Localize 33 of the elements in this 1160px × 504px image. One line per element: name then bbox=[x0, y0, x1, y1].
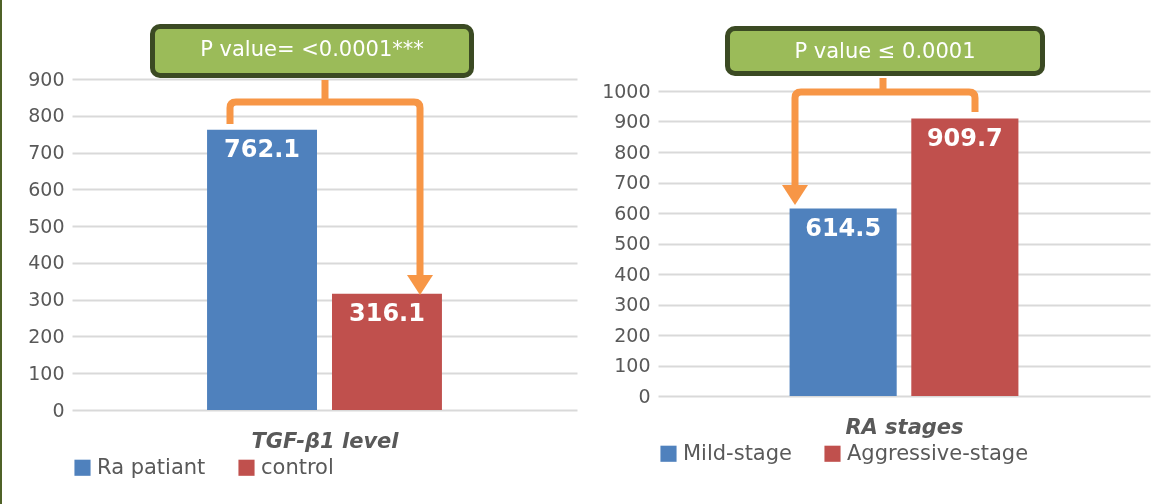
x-axis-title: TGF-β1 level bbox=[251, 428, 400, 453]
y-tick-label: 300 bbox=[614, 293, 651, 315]
x-axis-title: RA stages bbox=[845, 414, 964, 439]
y-tick-label: 100 bbox=[28, 361, 65, 384]
y-tick-label: 1000 bbox=[602, 79, 651, 102]
y-tick-label: 0 bbox=[638, 384, 651, 407]
y-tick-label: 400 bbox=[614, 262, 651, 285]
data-label: 614.5 bbox=[805, 213, 882, 242]
text: P value= <0.0001*** bbox=[150, 24, 474, 78]
y-tick-label: 700 bbox=[614, 171, 651, 193]
legend-label: Ra patiant bbox=[97, 454, 206, 479]
y-tick-label: 400 bbox=[28, 251, 65, 274]
y-tick-label: 200 bbox=[614, 323, 651, 346]
y-tick-label: 700 bbox=[28, 141, 65, 164]
legend-label: Mild-stage bbox=[683, 440, 792, 465]
y-tick-label: 500 bbox=[614, 232, 651, 254]
data-label: 316.1 bbox=[349, 298, 425, 327]
y-tick-label: 500 bbox=[28, 214, 65, 237]
y-tick-label: 800 bbox=[614, 140, 651, 163]
data-label: 762.1 bbox=[224, 134, 300, 163]
y-tick-label: 600 bbox=[28, 177, 65, 200]
y-tick-label: 0 bbox=[52, 398, 65, 421]
y-tick-label: 800 bbox=[28, 104, 65, 127]
y-tick-label: 900 bbox=[28, 67, 65, 90]
legend-label: control bbox=[261, 454, 334, 479]
legend-label: Aggressive-stage bbox=[847, 440, 1029, 465]
y-tick-label: 100 bbox=[614, 354, 651, 376]
y-tick-label: 600 bbox=[614, 201, 651, 224]
y-tick-label: 900 bbox=[614, 110, 651, 132]
y-tick-label: 300 bbox=[28, 288, 65, 311]
text: P value ≤ 0.0001 bbox=[725, 26, 1045, 76]
y-tick-label: 200 bbox=[28, 324, 65, 347]
data-label: 909.7 bbox=[926, 123, 1003, 152]
